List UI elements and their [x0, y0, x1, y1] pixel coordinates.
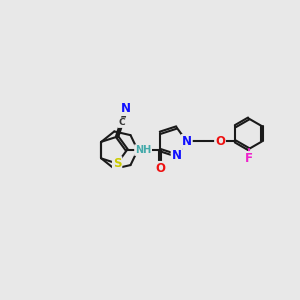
Text: N: N — [182, 135, 192, 148]
Text: S: S — [113, 157, 122, 170]
Text: N: N — [172, 149, 182, 162]
Text: F: F — [244, 152, 253, 165]
Text: N: N — [121, 102, 131, 115]
Text: O: O — [215, 135, 225, 148]
Text: O: O — [155, 162, 165, 175]
Text: C: C — [118, 118, 125, 127]
Text: NH: NH — [135, 145, 151, 155]
